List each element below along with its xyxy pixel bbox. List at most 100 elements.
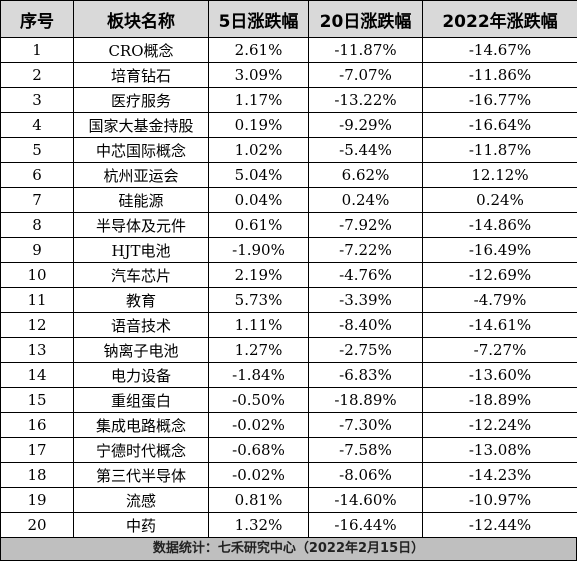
change-20day: -6.83%	[308, 362, 423, 388]
sector-name: 集成电路概念	[73, 412, 209, 438]
change-5day: -0.50%	[208, 387, 309, 413]
change-20day: -8.06%	[308, 462, 423, 488]
sector-name: 中芯国际概念	[73, 137, 209, 163]
sector-name: 电力设备	[73, 362, 209, 388]
change-5day: 2.19%	[208, 262, 309, 288]
change-5day: -0.68%	[208, 437, 309, 463]
sector-name: 医疗服务	[73, 87, 209, 113]
change-2022: -10.97%	[422, 487, 577, 513]
row-index: 1	[0, 37, 74, 63]
row-index: 2	[0, 62, 74, 88]
table-row: 9 HJT电池 -1.90% -7.22% -16.49%	[0, 237, 577, 263]
sector-name: 第三代半导体	[73, 462, 209, 488]
sector-name: 教育	[73, 287, 209, 313]
change-5day: 0.19%	[208, 112, 309, 138]
change-5day: 3.09%	[208, 62, 309, 88]
table-row: 6 杭州亚运会 5.04% 6.62% 12.12%	[0, 162, 577, 188]
table-row: 11 教育 5.73% -3.39% -4.79%	[0, 287, 577, 313]
change-20day: -18.89%	[308, 387, 423, 413]
change-5day: 1.27%	[208, 337, 309, 363]
change-20day: -7.07%	[308, 62, 423, 88]
header-sector-name: 板块名称	[73, 0, 209, 38]
header-row: 序号 板块名称 5日涨跌幅 20日涨跌幅 2022年涨跌幅	[0, 0, 577, 38]
change-5day: 5.04%	[208, 162, 309, 188]
change-5day: 0.04%	[208, 187, 309, 213]
change-2022: -14.86%	[422, 212, 577, 238]
change-5day: 0.81%	[208, 487, 309, 513]
change-5day: 1.02%	[208, 137, 309, 163]
table-row: 4 国家大基金持股 0.19% -9.29% -16.64%	[0, 112, 577, 138]
sector-name: 杭州亚运会	[73, 162, 209, 188]
change-20day: -3.39%	[308, 287, 423, 313]
change-20day: -7.92%	[308, 212, 423, 238]
sector-name: 硅能源	[73, 187, 209, 213]
row-index: 11	[0, 287, 74, 313]
row-index: 20	[0, 512, 74, 538]
change-2022: -14.61%	[422, 312, 577, 338]
sector-name: 培育钻石	[73, 62, 209, 88]
change-2022: -11.87%	[422, 137, 577, 163]
change-20day: -2.75%	[308, 337, 423, 363]
change-2022: -14.23%	[422, 462, 577, 488]
change-2022: -12.44%	[422, 512, 577, 538]
change-20day: -7.22%	[308, 237, 423, 263]
change-2022: -16.64%	[422, 112, 577, 138]
change-5day: -0.02%	[208, 412, 309, 438]
table-row: 17 宁德时代概念 -0.68% -7.58% -13.08%	[0, 437, 577, 463]
row-index: 8	[0, 212, 74, 238]
table-row: 14 电力设备 -1.84% -6.83% -13.60%	[0, 362, 577, 388]
change-2022: -16.77%	[422, 87, 577, 113]
row-index: 5	[0, 137, 74, 163]
table-row: 13 钠离子电池 1.27% -2.75% -7.27%	[0, 337, 577, 363]
header-index: 序号	[0, 0, 74, 38]
sector-name: 半导体及元件	[73, 212, 209, 238]
change-20day: 0.24%	[308, 187, 423, 213]
table-row: 12 语音技术 1.11% -8.40% -14.61%	[0, 312, 577, 338]
change-20day: -13.22%	[308, 87, 423, 113]
sector-name: 重组蛋白	[73, 387, 209, 413]
header-20day-change: 20日涨跌幅	[308, 0, 423, 38]
header-5day-change: 5日涨跌幅	[208, 0, 309, 38]
row-index: 13	[0, 337, 74, 363]
row-index: 7	[0, 187, 74, 213]
change-20day: -8.40%	[308, 312, 423, 338]
change-5day: 0.61%	[208, 212, 309, 238]
table-row: 19 流感 0.81% -14.60% -10.97%	[0, 487, 577, 513]
change-2022: -18.89%	[422, 387, 577, 413]
change-20day: -9.29%	[308, 112, 423, 138]
table-row: 8 半导体及元件 0.61% -7.92% -14.86%	[0, 212, 577, 238]
change-20day: -4.76%	[308, 262, 423, 288]
change-2022: 0.24%	[422, 187, 577, 213]
row-index: 14	[0, 362, 74, 388]
change-20day: -7.30%	[308, 412, 423, 438]
table-row: 18 第三代半导体 -0.02% -8.06% -14.23%	[0, 462, 577, 488]
row-index: 4	[0, 112, 74, 138]
change-2022: -11.86%	[422, 62, 577, 88]
change-2022: -7.27%	[422, 337, 577, 363]
change-2022: -16.49%	[422, 237, 577, 263]
row-index: 3	[0, 87, 74, 113]
sector-name: 钠离子电池	[73, 337, 209, 363]
header-2022-change: 2022年涨跌幅	[422, 0, 577, 38]
table-row: 3 医疗服务 1.17% -13.22% -16.77%	[0, 87, 577, 113]
change-20day: -11.87%	[308, 37, 423, 63]
change-5day: 1.32%	[208, 512, 309, 538]
sector-name: 国家大基金持股	[73, 112, 209, 138]
sector-performance-table: 序号 板块名称 5日涨跌幅 20日涨跌幅 2022年涨跌幅 1 CRO概念 2.61…	[0, 0, 577, 538]
change-2022: -13.08%	[422, 437, 577, 463]
row-index: 19	[0, 487, 74, 513]
row-index: 18	[0, 462, 74, 488]
change-20day: -7.58%	[308, 437, 423, 463]
change-20day: -14.60%	[308, 487, 423, 513]
table-row: 16 集成电路概念 -0.02% -7.30% -12.24%	[0, 412, 577, 438]
table-row: 15 重组蛋白 -0.50% -18.89% -18.89%	[0, 387, 577, 413]
change-5day: -1.90%	[208, 237, 309, 263]
sector-name: 汽车芯片	[73, 262, 209, 288]
change-2022: -14.67%	[422, 37, 577, 63]
table-row: 20 中药 1.32% -16.44% -12.44%	[0, 512, 577, 538]
row-index: 16	[0, 412, 74, 438]
sector-name: HJT电池	[73, 237, 209, 263]
row-index: 9	[0, 237, 74, 263]
row-index: 17	[0, 437, 74, 463]
